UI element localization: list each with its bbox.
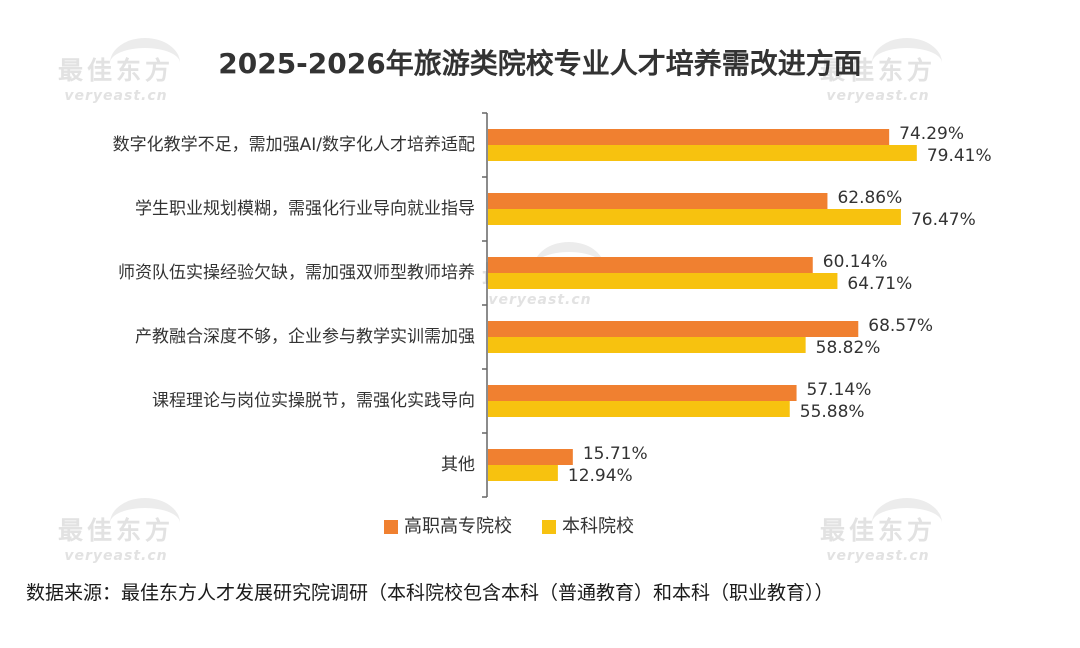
legend-label: 高职高专院校 [404,516,512,537]
bar [488,145,917,161]
legend-label: 本科院校 [562,516,634,537]
bar [488,401,790,417]
data-label: 57.14% [807,380,872,400]
bar [488,129,890,145]
bar [488,337,806,353]
data-label: 76.47% [911,210,976,230]
data-label: 60.14% [823,252,888,272]
bar [488,465,558,481]
data-label: 62.86% [837,188,902,208]
watermark-top-left: 最佳东方 veryeast.cn [58,38,180,103]
category-label: 师资队伍实操经验欠缺，需加强双师型教师培养 [118,263,475,283]
category-label: 课程理论与岗位实操脱节，需强化实践导向 [152,391,475,411]
watermark-swirl-icon [872,498,942,548]
watermark-top-right: 最佳东方 veryeast.cn [820,38,942,103]
data-label: 74.29% [899,124,964,144]
watermark-swirl-icon [110,498,180,548]
data-label: 64.71% [847,274,912,294]
watermark-bottom-left: 最佳东方 veryeast.cn [58,498,180,563]
legend-swatch [542,520,556,534]
bar [488,193,828,209]
bar [488,449,573,465]
bar [488,273,838,289]
watermark-swirl-icon [872,38,942,88]
category-label: 其他 [441,455,475,475]
chart-title: 2025-2026年旅游类院校专业人才培养需改进方面 [218,47,862,80]
watermark-swirl-icon [110,38,180,88]
category-label: 学生职业规划模糊，需强化行业导向就业指导 [135,199,475,219]
legend-swatch [384,520,398,534]
data-label: 55.88% [800,402,865,422]
data-label: 58.82% [816,338,881,358]
data-label: 68.57% [868,316,933,336]
bar [488,209,901,225]
watermark-bottom-right: 最佳东方 veryeast.cn [820,498,942,563]
data-label: 12.94% [568,466,633,486]
watermark-swirl-icon [534,242,604,292]
bar [488,257,813,273]
category-label: 数字化教学不足，需加强AI/数字化人才培养适配 [113,135,475,155]
bar [488,321,859,337]
data-source-note: 数据来源：最佳东方人才发展研究院调研（本科院校包含本科（普通教育）和本科（职业教… [26,582,834,604]
category-label: 产教融合深度不够，企业参与教学实训需加强 [135,327,475,347]
bar [488,385,797,401]
data-label: 15.71% [583,444,648,464]
data-label: 79.41% [927,146,992,166]
